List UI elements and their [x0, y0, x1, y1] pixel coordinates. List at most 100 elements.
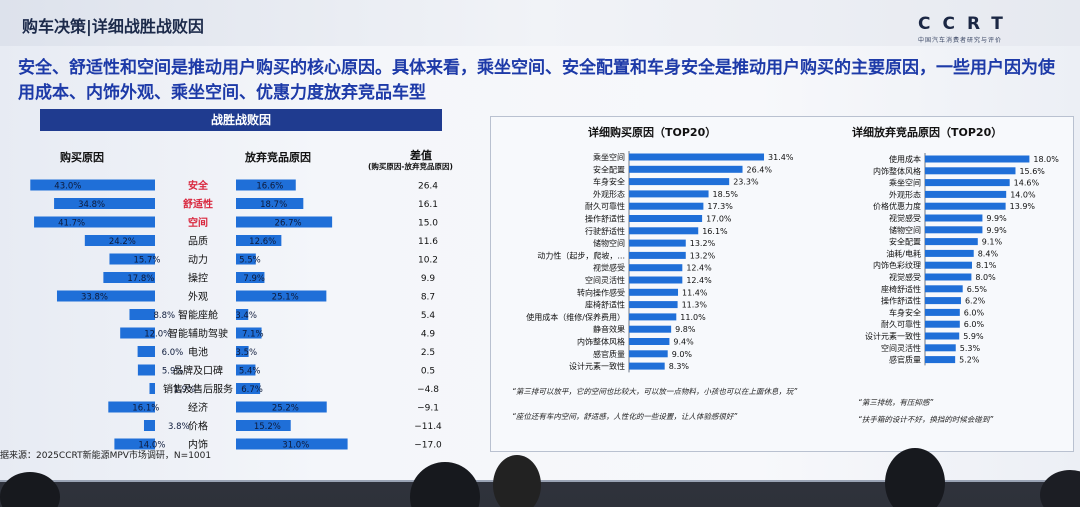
buy-detail-bar [629, 227, 699, 235]
buy-bar [137, 346, 155, 357]
abandon-detail-bar [925, 344, 956, 352]
abandon-detail-category-label: 视觉感受 [889, 213, 921, 223]
abandon-detail-category-label: 价格优惠力度 [873, 201, 921, 211]
left-chart-banner: 战胜战败因 [40, 109, 442, 131]
abandon-detail-value-label: 8.0% [975, 273, 996, 282]
col-header-buy: 购买原因 [60, 151, 104, 164]
buy-detail-bar [629, 153, 765, 161]
abandon-detail-bar [925, 249, 974, 257]
buy-quote-2: “座位还有车内空间，舒适感，人性化的一些设置，让人体验感很好” [512, 412, 738, 421]
buy-detail-category-label: 乘坐空间 [593, 152, 625, 162]
buy-value-label: 8.8% [153, 311, 175, 321]
buy-detail-bar [629, 202, 704, 210]
abandon-bar [236, 179, 296, 191]
buy-detail-category-label: 空间灵活性 [585, 275, 625, 285]
buy-value-label: 43.0% [54, 182, 81, 192]
buy-detail-category-label: 动力性（起步，爬坡，... [537, 250, 625, 260]
abandon-detail-bar [925, 214, 983, 222]
buy-detail-category-label: 耐久可靠性 [585, 201, 625, 211]
abandon-bar [236, 438, 348, 450]
abandon-detail-bar [925, 320, 960, 328]
buy-bar [84, 235, 155, 246]
col-header-abandon: 放弃竞品原因 [245, 151, 311, 164]
abandon-value-label: 6.7% [241, 385, 263, 395]
logo-text: CCRT [918, 14, 1015, 34]
category-label: 安全 [188, 179, 209, 192]
category-label: 销售及售后服务 [163, 383, 233, 396]
abandon-bar [236, 327, 262, 339]
abandon-detail-bar [925, 261, 972, 269]
buy-bar [30, 179, 155, 191]
abandon-value-label: 5.4% [239, 367, 261, 377]
abandon-detail-category-label: 车身安全 [889, 307, 921, 317]
abandon-detail-bar [925, 297, 961, 305]
buy-bar [34, 216, 155, 228]
buy-detail-category-label: 车身安全 [593, 177, 625, 187]
diff-value-label: 9.9 [421, 274, 436, 284]
buy-value-label: 1.9% [173, 385, 195, 395]
buy-detail-category-label: 操作舒适性 [585, 214, 625, 224]
buy-detail-bar [629, 239, 686, 247]
page-title: 购车决策|详细战胜战败因 [22, 17, 204, 36]
abandon-detail-value-label: 6.0% [964, 320, 985, 329]
buy-bar [149, 383, 155, 394]
buy-detail-value-label: 12.4% [686, 276, 712, 285]
buy-detail-category-label: 使用成本（维修/保养费用） [526, 312, 625, 322]
abandon-bar [236, 272, 265, 283]
buy-detail-category-label: 安全配置 [593, 164, 625, 174]
buy-bar [137, 364, 155, 376]
abandon-detail-value-label: 13.9% [1010, 202, 1036, 211]
buy-bar [129, 309, 155, 320]
buy-detail-value-label: 9.8% [675, 325, 696, 334]
diff-value-label: 16.1 [418, 200, 438, 210]
buy-detail-value-label: 23.3% [733, 178, 759, 187]
abandon-value-label: 3.5% [235, 348, 257, 358]
buy-detail-category-label: 行驶舒适性 [585, 226, 625, 236]
abandon-detail-category-label: 油耗/电耗 [886, 248, 921, 258]
buy-detail-bar [629, 362, 665, 370]
abandon-quote-1: “第三排统，有压抑感” [858, 398, 934, 407]
buy-detail-bar [629, 215, 703, 222]
header-strip [0, 0, 1080, 46]
buy-detail-value-label: 11.0% [680, 313, 706, 322]
abandon-detail-value-label: 8.1% [976, 261, 997, 270]
diff-value-label: 10.2 [418, 256, 438, 266]
buy-detail-bar [629, 350, 668, 358]
abandon-detail-value-label: 6.0% [964, 308, 985, 317]
abandon-detail-value-label: 5.9% [963, 332, 984, 341]
buy-detail-value-label: 17.3% [707, 202, 733, 211]
logo-subtitle: 中国汽车消费者研究与评价 [918, 37, 1003, 44]
buy-detail-category-label: 静音效果 [593, 324, 625, 334]
buy-bar [114, 438, 155, 450]
buy-bar [54, 198, 155, 209]
abandon-bar [236, 309, 249, 320]
category-label: 电池 [188, 346, 208, 359]
category-label: 动力 [188, 253, 208, 266]
diff-value-label: −4.8 [417, 385, 439, 395]
abandon-detail-bar [925, 155, 1030, 163]
buy-detail-category-label: 转向操作感受 [577, 287, 625, 297]
buy-detail-bar [629, 276, 683, 284]
diff-value-label: 0.5 [421, 367, 435, 377]
abandon-value-label: 26.7% [275, 219, 302, 229]
buy-value-label: 12.0% [144, 330, 171, 340]
presentation-slide: 购车决策|详细战胜战败因 CCRT 中国汽车消费者研究与评价 安全、舒适性和空间… [0, 0, 1080, 482]
buy-detail-value-label: 31.4% [768, 153, 794, 162]
buy-bar [103, 272, 155, 283]
buy-bar [143, 420, 155, 431]
buy-detail-value-label: 11.4% [682, 288, 708, 297]
abandon-detail-category-label: 安全配置 [889, 237, 921, 247]
buy-detail-category-label: 储物空间 [593, 238, 625, 248]
abandon-detail-category-label: 内饰色彩纹理 [873, 260, 921, 270]
buy-detail-bar [629, 165, 743, 173]
diff-value-label: 2.5 [421, 348, 435, 358]
buy-detail-category-label: 设计元素一致性 [569, 361, 625, 371]
buy-value-label: 14.0% [138, 441, 165, 451]
data-source-note: 据来源：2025CCRT新能源MPV市场调研，N=1001 [0, 451, 212, 461]
diff-value-label: 4.9 [421, 330, 436, 340]
abandon-bar [236, 364, 256, 376]
abandon-detail-category-label: 使用成本 [889, 154, 921, 164]
abandon-value-label: 16.6% [256, 182, 283, 192]
category-label: 智能辅助驾驶 [168, 327, 228, 340]
abandon-value-label: 25.2% [272, 404, 299, 414]
